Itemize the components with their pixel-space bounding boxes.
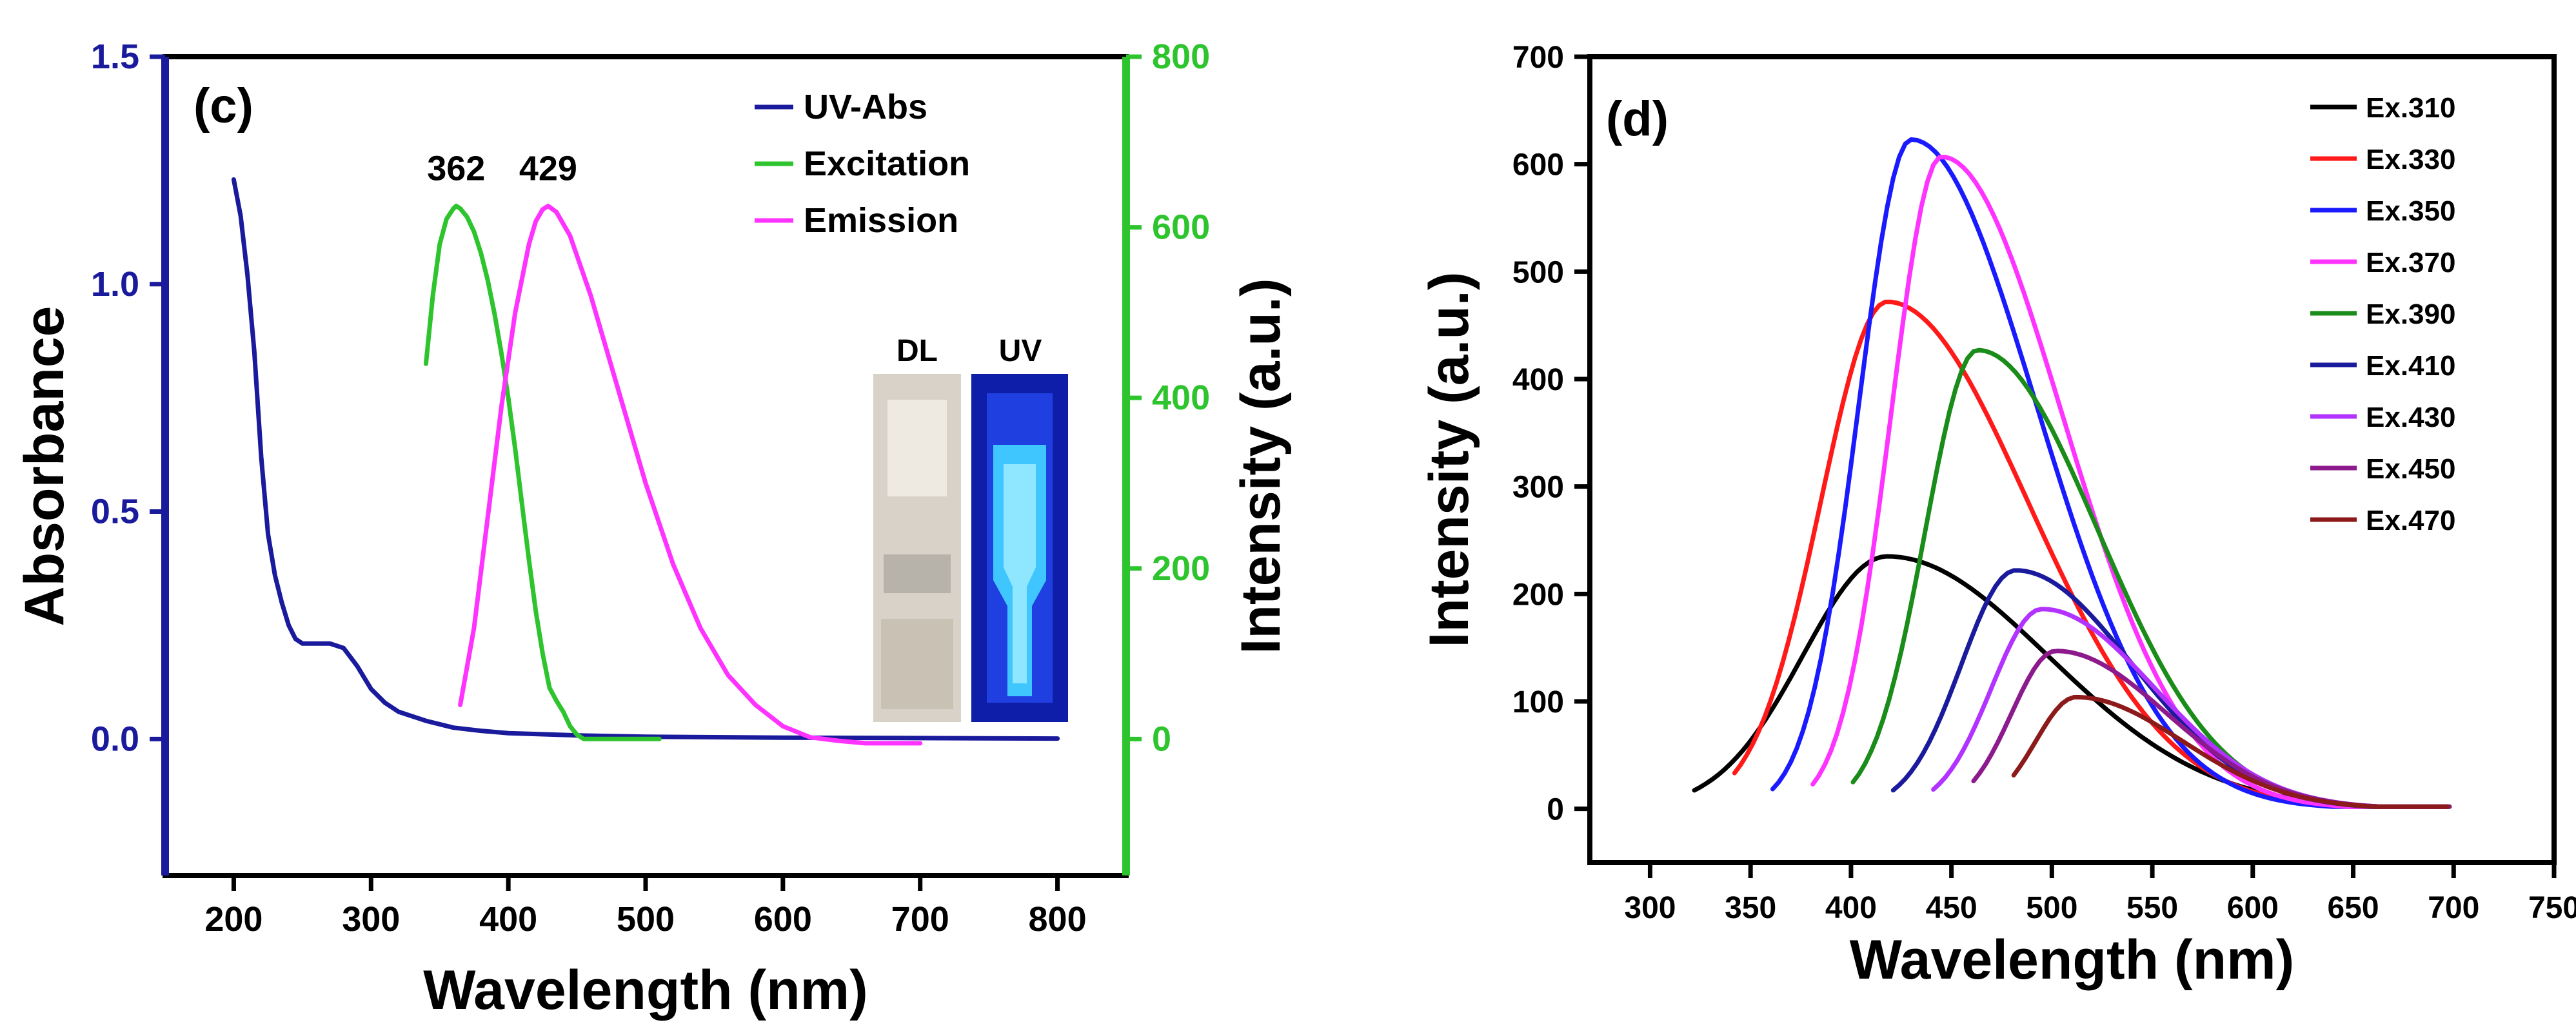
cuvette-daylight-top	[887, 400, 947, 496]
x-tick-label: 300	[1624, 891, 1676, 925]
y-right-tick-label: 200	[1152, 549, 1210, 588]
legend-label: Ex.470	[2366, 505, 2455, 536]
panel-c-label: (c)	[193, 79, 253, 133]
x-tick-label: 500	[617, 900, 675, 939]
y-tick-label: 500	[1512, 255, 1564, 289]
series-line-uv-abs	[231, 177, 1060, 741]
y-axis-title: Intensity (a.u.)	[1418, 272, 1480, 648]
y-right-tick-label: 800	[1152, 37, 1210, 76]
y-tick-label: 700	[1512, 41, 1564, 75]
y-left-axis-title: Absorbance	[14, 306, 75, 626]
y-tick-label: 400	[1512, 363, 1564, 397]
panel-d-x-ticks: 300 350 400 450 500 550 600 650 700 750	[1624, 863, 2576, 925]
x-tick-label: 700	[891, 900, 949, 939]
series-line-ex-390	[1850, 347, 2452, 809]
inset-label-dl: DL	[897, 334, 938, 368]
legend-label: Ex.330	[2366, 144, 2455, 175]
y-tick-label: 300	[1512, 471, 1564, 505]
y-left-tick-label: 1.0	[91, 265, 139, 304]
inset-cuvette-photos	[873, 374, 1068, 722]
y-right-axis-title: Intensity (a.u.)	[1230, 279, 1292, 654]
panel-d: 300 350 400 450 500 550 600 650 700 750 0 100 200 30…	[1418, 41, 2576, 991]
panel-c-x-ticks: 200 300 400 500 600 700 800	[204, 875, 1087, 939]
peak-label: 362	[427, 150, 485, 188]
x-axis-title: Wavelength (nm)	[1850, 929, 2295, 991]
cuvette-daylight-band	[884, 554, 951, 593]
series-line-excitation	[423, 204, 662, 741]
y-right-tick-label: 0	[1152, 719, 1171, 758]
series-line-ex-330	[1732, 299, 2448, 809]
peak-label: 429	[519, 150, 577, 188]
y-right-tick-label: 600	[1152, 208, 1210, 247]
x-tick-label: 550	[2126, 891, 2178, 925]
y-right-tick-label: 400	[1152, 378, 1210, 417]
legend-label: Ex.370	[2366, 247, 2455, 279]
legend-label: Ex.390	[2366, 298, 2455, 330]
y-left-tick-label: 0.0	[91, 719, 139, 758]
panel-c-series	[231, 177, 1060, 746]
y-tick-label: 0	[1547, 793, 1564, 827]
y-tick-label: 200	[1512, 578, 1564, 612]
series-line-ex-350	[1770, 137, 2450, 809]
x-tick-label: 600	[754, 900, 812, 939]
inset-label-uv: UV	[999, 334, 1042, 368]
legend-label: UV-Abs	[804, 88, 927, 126]
series-line-ex-470	[2011, 695, 2450, 809]
y-left-tick-label: 1.5	[91, 37, 139, 76]
x-tick-label: 300	[342, 900, 400, 939]
panel-d-y-ticks: 0 100 200 300 400 500 600 700	[1512, 41, 1590, 827]
panel-c-right-y-ticks: 0 200 400 600 800	[1126, 37, 1210, 758]
panel-d-series	[1692, 137, 2452, 809]
panel-d-plot-frame	[1587, 54, 2557, 865]
x-tick-label: 400	[479, 900, 537, 939]
legend-label: Ex.350	[2366, 195, 2455, 227]
x-axis-title: Wavelength (nm)	[423, 959, 868, 1021]
x-tick-label: 800	[1029, 900, 1087, 939]
cuvette-uv-glow-core	[1004, 464, 1036, 683]
legend-label: Ex.410	[2366, 350, 2455, 382]
x-tick-label: 200	[204, 900, 263, 939]
legend-label: Ex.430	[2366, 402, 2455, 433]
series-line-ex-410	[1890, 568, 2450, 809]
x-tick-label: 750	[2528, 891, 2576, 925]
panel-d-label: (d)	[1606, 92, 1669, 146]
x-tick-label: 450	[1926, 891, 1977, 925]
panel-c-text: (c) 362 429 UV-Abs Excitation Emission DL UV Wav…	[14, 79, 1292, 1021]
panel-c-left-y-ticks: 0.0 0.5 1.0 1.5	[91, 37, 165, 758]
series-line-emission	[458, 204, 923, 746]
panel-c: 200 300 400 500 600 700 800 0.0 0.5 1.0 1.5 0 200 4…	[14, 37, 1292, 1021]
cuvette-daylight-base	[881, 619, 953, 709]
panel-d-legend: Ex.310 Ex.330 Ex.350 Ex.370 Ex.390 Ex.410 Ex.4…	[2310, 92, 2455, 536]
legend-label: Emission	[804, 201, 958, 240]
x-tick-label: 600	[2227, 891, 2279, 925]
y-tick-label: 100	[1512, 685, 1564, 719]
legend-label: Excitation	[804, 144, 970, 183]
x-tick-label: 650	[2327, 891, 2379, 925]
x-tick-label: 700	[2428, 891, 2479, 925]
panel-d-text: (d) Wavelength (nm) Intensity (a.u.)	[1418, 92, 2294, 991]
legend-label: Ex.450	[2366, 453, 2455, 485]
y-tick-label: 600	[1512, 148, 1564, 182]
x-tick-label: 400	[1825, 891, 1877, 925]
legend-label: Ex.310	[2366, 92, 2455, 124]
y-left-tick-label: 0.5	[91, 493, 139, 531]
x-tick-label: 350	[1725, 891, 1776, 925]
x-tick-label: 500	[2026, 891, 2077, 925]
